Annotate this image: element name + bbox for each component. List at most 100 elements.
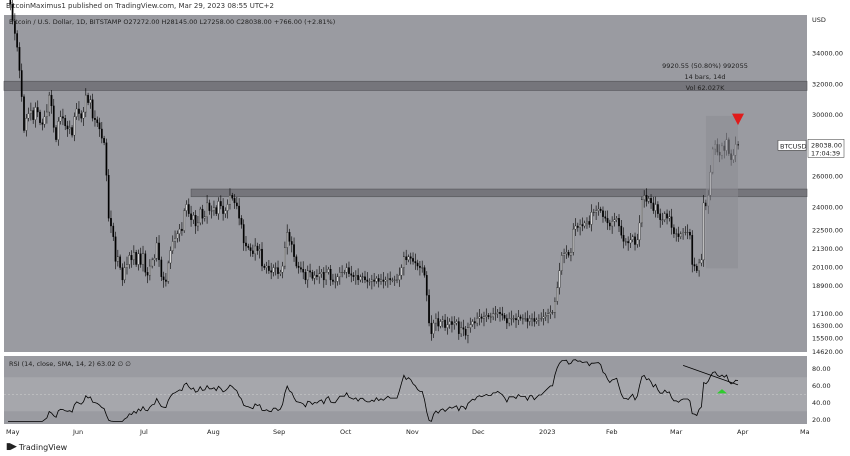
candle-up <box>318 273 321 277</box>
candle-down <box>181 228 183 231</box>
candle-up <box>398 275 401 281</box>
candle-down <box>425 275 428 296</box>
candle-down <box>357 275 359 281</box>
candle-up <box>558 270 561 288</box>
candle-down <box>503 315 506 319</box>
candle-up <box>142 253 144 265</box>
candle-down <box>576 225 579 228</box>
candle-up <box>46 111 48 117</box>
candle-down <box>36 107 39 113</box>
candle-down <box>366 279 369 282</box>
candle-up <box>126 264 128 268</box>
candle-down <box>329 268 332 281</box>
candle-up <box>629 239 632 244</box>
candle-up <box>375 278 378 282</box>
candle-up <box>155 242 158 259</box>
price-tick-label: 22500.00 <box>812 227 843 235</box>
candle-down <box>608 222 611 227</box>
x-tick-label: Jun <box>72 428 83 436</box>
candle-up <box>286 232 289 248</box>
price-tick-label: 16300.00 <box>812 322 843 330</box>
candle-up <box>43 116 46 125</box>
candle-up <box>613 219 616 222</box>
candle-down <box>238 205 240 219</box>
tradingview-footer[interactable]: ▮▶ TradingView <box>6 442 67 452</box>
candle-up <box>25 118 28 131</box>
candle-down <box>444 319 446 328</box>
candle-down <box>270 270 273 273</box>
candle-up <box>384 279 387 282</box>
candle-down <box>233 198 236 204</box>
candle-up <box>467 327 469 336</box>
candle-down <box>462 327 465 330</box>
candle-up <box>153 258 156 261</box>
x-tick-label: Sep <box>273 428 285 436</box>
x-tick-label: 2023 <box>539 428 556 436</box>
chart-publish-header: BitcoinMaximus1 published on TradingView… <box>6 2 274 10</box>
candle-down <box>419 265 421 268</box>
candle-up <box>192 215 195 220</box>
candle-down <box>55 127 57 140</box>
candle-up <box>258 248 261 251</box>
candle-down <box>673 227 675 234</box>
rsi-tick-label: 20.00 <box>812 416 831 424</box>
candle-up <box>483 316 485 319</box>
candle-down <box>235 202 238 207</box>
candle-down <box>602 210 604 217</box>
candle-up <box>68 127 71 130</box>
x-tick-label: Nov <box>406 428 419 436</box>
candle-up <box>641 199 643 224</box>
candle-up <box>334 281 337 283</box>
candle-down <box>98 122 101 130</box>
candle-down <box>659 213 662 220</box>
candle-up <box>174 238 176 242</box>
candle-down <box>268 265 270 271</box>
candle-up <box>675 233 678 235</box>
candle-down <box>105 142 108 176</box>
candle-up <box>213 207 215 211</box>
candle-up <box>272 267 275 273</box>
price-tick-label: 14620.00 <box>812 348 843 356</box>
price-tick-label: 30000.00 <box>812 111 843 119</box>
symbol-tag <box>777 140 807 151</box>
last-price-box <box>807 139 845 158</box>
candle-up <box>183 210 186 231</box>
candle-down <box>91 99 94 119</box>
candle-down <box>691 235 694 265</box>
candle-down <box>103 138 105 143</box>
candle-down <box>412 258 414 262</box>
symbol-tag-label: BTCUSD <box>780 142 806 150</box>
candle-up <box>116 256 119 262</box>
candle-down <box>162 276 165 281</box>
candle-up <box>123 267 126 281</box>
candle-up <box>551 312 554 314</box>
candle-up <box>27 113 30 119</box>
candle-up <box>178 228 181 234</box>
candle-down <box>135 252 138 265</box>
candle-up <box>540 318 543 320</box>
candle-down <box>588 221 591 225</box>
brand-label: TradingView <box>18 442 68 452</box>
candle-up <box>654 204 657 211</box>
candle-up <box>590 211 593 225</box>
candle-down <box>300 267 302 270</box>
candle-up <box>325 272 327 281</box>
candle-up <box>460 327 462 334</box>
candle-down <box>634 236 636 245</box>
candle-down <box>302 268 305 273</box>
candle-up <box>226 204 229 211</box>
candle-up <box>354 275 357 277</box>
candle-up <box>229 195 231 205</box>
candle-up <box>210 210 213 212</box>
candle-up <box>341 272 343 273</box>
candle-down <box>215 207 218 214</box>
candle-down <box>261 248 263 267</box>
candle-down <box>650 198 652 204</box>
price-tick-label: 26000.00 <box>812 173 843 181</box>
candle-up <box>579 224 581 228</box>
candle-down <box>622 235 625 242</box>
candle-down <box>252 250 254 254</box>
candle-down <box>96 119 99 123</box>
candle-up <box>82 111 85 119</box>
